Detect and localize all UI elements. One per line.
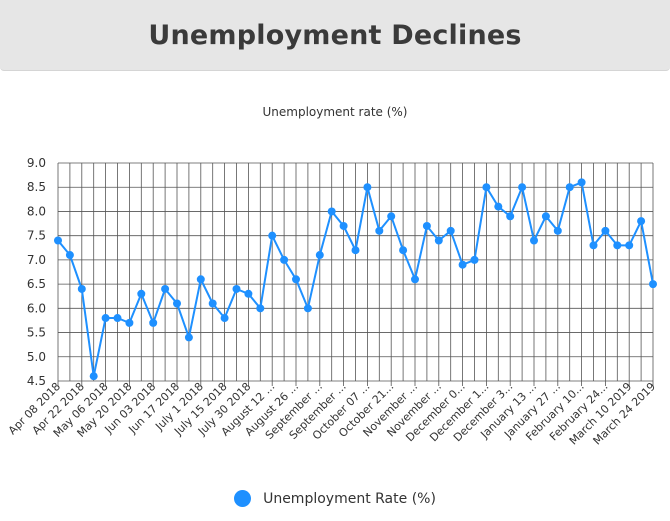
data-point[interactable] (411, 275, 419, 284)
legend-label: Unemployment Rate (%) (263, 490, 436, 507)
data-point[interactable] (506, 212, 515, 221)
data-point[interactable] (89, 372, 98, 381)
data-point[interactable] (173, 299, 181, 308)
data-point[interactable] (482, 183, 491, 192)
data-point[interactable] (530, 236, 538, 245)
data-point[interactable] (494, 202, 503, 211)
data-point[interactable] (339, 221, 348, 230)
data-point[interactable] (244, 289, 253, 298)
data-point[interactable] (589, 241, 598, 250)
data-point[interactable] (363, 183, 372, 192)
data-point[interactable] (351, 246, 360, 255)
data-point[interactable] (387, 212, 396, 221)
data-point[interactable] (208, 299, 217, 308)
data-point[interactable] (292, 275, 300, 284)
series-unemployment-rate (54, 178, 657, 381)
chart-grid (57, 162, 654, 382)
y-tick-label: 4.5 (27, 374, 46, 388)
data-point[interactable] (161, 284, 170, 293)
y-tick-label: 8.0 (27, 204, 46, 218)
data-point[interactable] (399, 246, 408, 255)
data-point[interactable] (601, 226, 610, 235)
y-tick-label: 7.0 (27, 253, 46, 267)
data-point[interactable] (256, 304, 265, 313)
y-tick-label: 9.0 (27, 156, 46, 170)
page-header: Unemployment Declines (0, 0, 670, 71)
data-point[interactable] (268, 231, 277, 240)
y-tick-label: 7.5 (27, 229, 46, 243)
data-point[interactable] (184, 333, 193, 342)
legend-swatch-icon (234, 490, 252, 507)
chart-legend[interactable]: Unemployment Rate (%) (0, 490, 670, 507)
data-point[interactable] (315, 251, 324, 260)
y-tick-label: 6.5 (27, 277, 46, 291)
data-point[interactable] (101, 314, 110, 323)
y-axis: 4.5 5.0 5.5 6.0 6.5 7.0 7.5 8.0 8.5 9.0 (27, 156, 46, 388)
data-point[interactable] (137, 289, 146, 298)
page-title: Unemployment Declines (148, 19, 522, 51)
data-point[interactable] (77, 284, 86, 293)
data-point[interactable] (553, 226, 562, 235)
data-point[interactable] (625, 241, 634, 250)
data-point[interactable] (196, 275, 205, 284)
data-point[interactable] (303, 304, 312, 313)
data-point[interactable] (113, 314, 122, 323)
data-point[interactable] (637, 217, 646, 226)
data-point[interactable] (65, 251, 74, 260)
data-point[interactable] (541, 212, 550, 221)
data-point[interactable] (327, 207, 336, 216)
data-point[interactable] (220, 314, 229, 323)
chart-title: Unemployment rate (%) (262, 105, 407, 119)
data-point[interactable] (446, 226, 455, 235)
data-point[interactable] (375, 226, 384, 235)
data-point[interactable] (613, 241, 622, 250)
data-point[interactable] (458, 260, 467, 269)
data-point[interactable] (518, 183, 527, 192)
data-point[interactable] (434, 236, 443, 245)
y-tick-label: 5.5 (27, 326, 46, 340)
data-point[interactable] (470, 255, 479, 264)
data-point[interactable] (232, 284, 241, 293)
data-point[interactable] (565, 183, 574, 192)
data-point[interactable] (649, 280, 657, 289)
data-point[interactable] (577, 178, 586, 187)
data-point[interactable] (125, 318, 134, 327)
y-tick-label: 8.5 (27, 180, 46, 194)
y-tick-label: 5.0 (27, 350, 46, 364)
data-point[interactable] (422, 221, 431, 230)
data-point[interactable] (54, 236, 62, 245)
data-point[interactable] (280, 255, 289, 264)
y-tick-label: 6.0 (27, 301, 46, 315)
data-point[interactable] (149, 318, 158, 327)
